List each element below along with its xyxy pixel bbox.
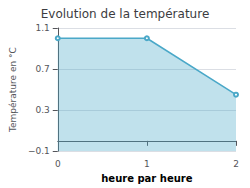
svg-text:heure par heure: heure par heure xyxy=(101,173,192,184)
svg-text:Température en °C: Température en °C xyxy=(8,47,18,133)
svg-text:Evolution de la température: Evolution de la température xyxy=(41,7,210,21)
svg-text:1.1: 1.1 xyxy=(35,23,49,33)
svg-text:2: 2 xyxy=(233,159,239,169)
svg-text:0.3: 0.3 xyxy=(35,105,49,115)
svg-text:1: 1 xyxy=(144,159,150,169)
svg-text:0: 0 xyxy=(55,159,61,169)
svg-text:0.7: 0.7 xyxy=(35,64,49,74)
svg-text:−0.1: −0.1 xyxy=(28,146,50,156)
